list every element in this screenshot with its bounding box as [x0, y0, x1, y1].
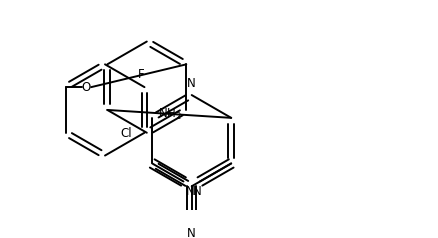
Text: O: O: [82, 81, 91, 94]
Text: N: N: [186, 185, 195, 198]
Text: NH$_2$: NH$_2$: [158, 107, 182, 122]
Text: N: N: [187, 77, 196, 90]
Text: N: N: [187, 227, 196, 238]
Text: N: N: [193, 185, 201, 198]
Text: F: F: [138, 69, 144, 81]
Text: Cl: Cl: [120, 127, 132, 140]
